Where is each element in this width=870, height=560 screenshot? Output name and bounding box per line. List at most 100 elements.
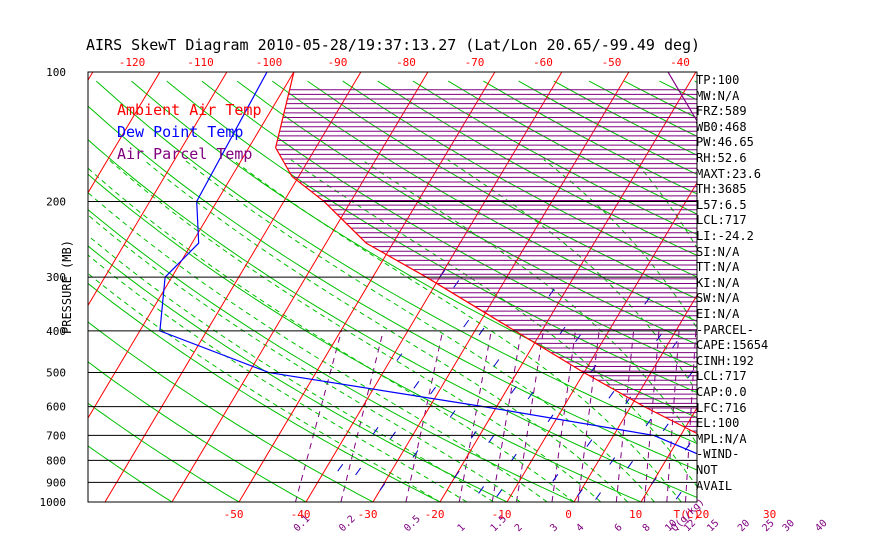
wind-dash xyxy=(430,386,436,395)
mixing-ratio-label: 8 xyxy=(641,522,653,534)
mixing-ratio-line xyxy=(643,330,660,502)
dry-adiabat xyxy=(765,81,870,511)
top-temp-tick: -80 xyxy=(396,56,416,69)
chart-title: AIRS SkewT Diagram 2010-05-28/19:37:13.2… xyxy=(86,36,701,54)
dry-adiabat xyxy=(307,80,697,300)
wind-dash xyxy=(784,447,789,454)
wind-dash xyxy=(337,463,344,472)
mixing-ratio-label: 2 xyxy=(513,522,525,534)
mixing-ratio-line xyxy=(458,330,492,502)
pressure-tick-label: 1000 xyxy=(40,496,67,509)
pressure-tick-label: 600 xyxy=(46,401,66,414)
wind-dash xyxy=(608,391,615,399)
mixing-ratio-label: 30 xyxy=(781,518,797,534)
wind-dash xyxy=(828,271,833,278)
dry-adiabat xyxy=(201,80,697,369)
wind-dash xyxy=(439,269,446,278)
stat-item: MW:N/A xyxy=(696,88,740,103)
dry-adiabat xyxy=(377,80,697,257)
wind-dash xyxy=(750,480,755,487)
wind-dash xyxy=(627,461,633,469)
isotherm xyxy=(0,62,32,511)
stat-item: MAXT:23.6 xyxy=(696,166,762,181)
wind-dash xyxy=(744,423,749,430)
mixing-ratio-line xyxy=(340,330,384,502)
wind-dash xyxy=(675,491,682,500)
mixing-ratio-label: 3 xyxy=(548,522,560,534)
isotherm xyxy=(171,72,429,502)
wind-dash xyxy=(510,386,517,394)
isotherms xyxy=(0,62,870,511)
wind-dash xyxy=(586,439,593,447)
dry-adiabat xyxy=(131,80,697,419)
stat-item: TH:3685 xyxy=(696,182,747,197)
dry-adiabat xyxy=(800,81,870,511)
dry-adiabat xyxy=(88,402,241,502)
stat-item: KI:N/A xyxy=(696,275,740,290)
bottom-temp-tick: -20 xyxy=(425,508,445,521)
wind-dash xyxy=(662,423,669,432)
isotherm xyxy=(88,72,228,307)
pressure-tick-label: 400 xyxy=(46,325,66,338)
pressure-tick-label: 300 xyxy=(46,271,66,284)
moist-adiabat xyxy=(88,167,575,502)
stat-item: -PARCEL- xyxy=(696,322,754,337)
bottom-temp-ticks: -50 -40 -30 -20 -10 0 10 20 30 T(C) xyxy=(224,508,777,521)
stat-item: LFC:716 xyxy=(696,400,747,415)
mixing-ratio-line xyxy=(615,330,635,502)
pressure-tick-label: 900 xyxy=(46,476,66,489)
top-temp-tick: -60 xyxy=(533,56,553,69)
dry-adiabat xyxy=(342,80,697,278)
stat-item: LI:-24.2 xyxy=(696,229,754,243)
mixing-ratio-label: 1 xyxy=(456,522,468,534)
wind-dash xyxy=(396,353,403,361)
stat-item: AVAIL xyxy=(696,478,733,493)
pressure-tick-label: 800 xyxy=(46,454,66,467)
dry-adiabat xyxy=(88,245,509,502)
wind-dash xyxy=(609,457,616,465)
dry-adiabat xyxy=(88,209,576,502)
wind-dash xyxy=(671,340,678,349)
stat-item: EI:N/A xyxy=(696,307,740,321)
stat-item: RH:52.6 xyxy=(696,151,747,165)
plot-frame xyxy=(87,71,698,503)
stat-item: CAP:0.0 xyxy=(696,385,747,399)
mixing-ratio-line xyxy=(551,330,576,502)
legend-air-parcel-temp: Air Parcel Temp xyxy=(117,145,253,163)
mixing-ratio-label: 0.5 xyxy=(402,514,423,535)
wind-dash xyxy=(449,410,456,418)
wind-dash xyxy=(687,370,694,379)
dry-adiabat xyxy=(166,80,697,394)
mixing-ratio-label: 20 xyxy=(736,518,752,534)
wind-dash xyxy=(575,334,581,343)
isotherm xyxy=(837,62,870,511)
profile-line xyxy=(274,72,697,435)
stat-item: PW:46.65 xyxy=(696,135,754,150)
bottom-temp-tick: 10 xyxy=(629,508,642,521)
top-temp-tick: -100 xyxy=(256,56,283,69)
wind-dash xyxy=(576,489,583,497)
wind-dash xyxy=(651,477,657,485)
mixing-ratio-line xyxy=(764,331,766,502)
dry-adiabats xyxy=(88,80,870,511)
wind-dash xyxy=(527,391,534,400)
stat-item: LCL:717 xyxy=(696,369,747,384)
isotherm xyxy=(506,181,697,502)
wind-dash xyxy=(726,465,731,472)
stat-item: SW:N/A xyxy=(696,291,740,306)
wind-dash xyxy=(595,492,601,500)
isotherm xyxy=(573,294,697,502)
isotherm xyxy=(770,62,870,511)
stat-item: TP:100 xyxy=(696,73,740,87)
bottom-temp-tick: -30 xyxy=(358,508,378,521)
top-temp-tick: -50 xyxy=(602,56,622,69)
top-temp-tick: -40 xyxy=(670,56,690,69)
bottom-temp-tick: -50 xyxy=(224,508,244,521)
wind-dash xyxy=(761,428,766,435)
wind-dash xyxy=(412,450,419,458)
pressure-tick-label: 500 xyxy=(46,367,66,380)
dry-adiabat xyxy=(88,361,308,502)
legend-dew-point-temp: Dew Point Temp xyxy=(117,123,244,141)
